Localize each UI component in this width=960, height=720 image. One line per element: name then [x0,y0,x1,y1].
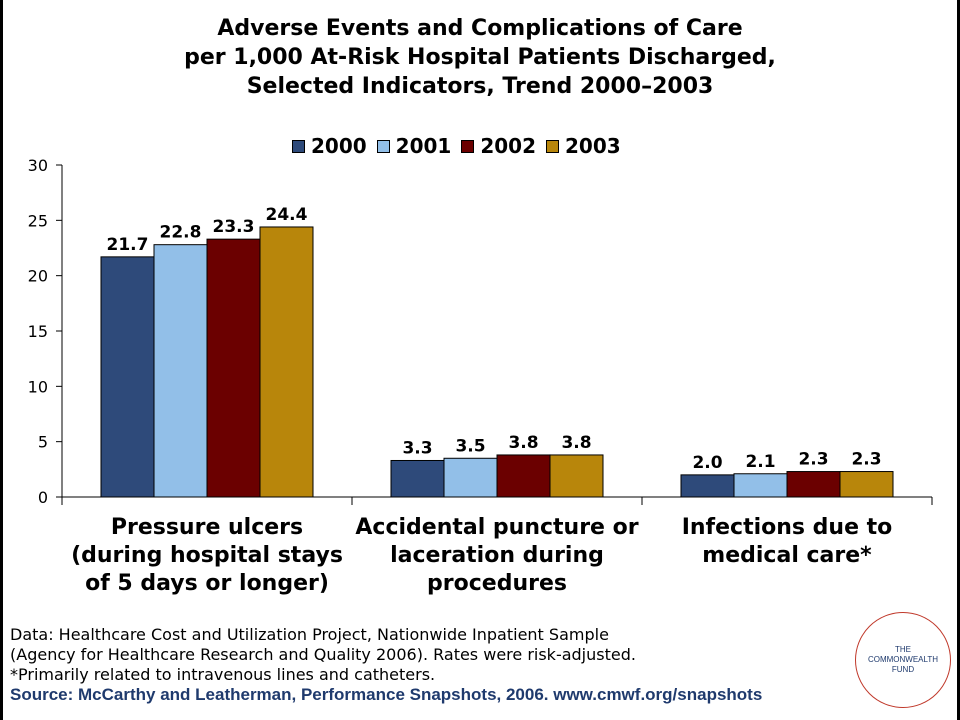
chart-title-line-2: per 1,000 At-Risk Hospital Patients Disc… [184,45,776,70]
bar-2000 [680,474,735,498]
bar-2001 [733,473,788,498]
legend-label: 2003 [565,134,621,158]
data-label-2000: 21.7 [107,235,149,255]
footnotes: Data: Healthcare Cost and Utilization Pr… [10,625,762,705]
legend-swatch [546,139,560,153]
y-tick-label: 15 [28,322,48,341]
legend-swatch [292,139,305,153]
bar-2001 [153,244,208,498]
data-label-2001: 22.8 [160,223,202,243]
bar-2003 [549,454,604,498]
data-label-2003: 24.4 [266,205,308,225]
chart-legend: 2000 2001 2002 2003 [292,134,631,158]
chart-title-line-1: Adverse Events and Complications of Care [217,16,743,41]
x-category-label: Accidental puncture or laceration during… [355,515,639,596]
legend-label: 2000 [311,134,367,158]
legend-label: 2002 [480,134,537,158]
bar-2002 [786,471,841,498]
legend-item-2003: 2003 [546,134,621,158]
legend-item-2001: 2001 [376,134,452,158]
y-tick-label: 0 [38,488,48,507]
logo-line-2: COMMONWEALTH [867,655,939,664]
bar-2000 [100,256,155,498]
logo-line-3: FUND [891,665,915,674]
logo-line-1: THE [894,645,911,654]
y-tick-label: 30 [28,156,48,175]
legend-item-2000: 2000 [292,134,367,158]
bar-2003 [259,226,314,498]
data-label-2002: 2.3 [798,450,828,470]
legend-item-2002: 2002 [461,134,536,158]
source-citation: Source: McCarthy and Leatherman, Perform… [10,685,763,704]
slide-border-left [0,0,3,720]
footnote-asterisk: *Primarily related to intravenous lines … [10,665,436,684]
data-label-2002: 23.3 [213,217,255,237]
chart-title: Adverse Events and Complications of Care… [0,14,960,101]
data-label-2000: 2.0 [692,453,722,473]
bar-2000 [390,459,445,498]
y-tick-label: 5 [38,433,48,452]
data-label-2001: 2.1 [745,452,775,472]
logo-text: THE COMMONWEALTH FUND [868,645,938,675]
x-category-label: Infections due to medical care* [681,515,893,568]
data-label-2003: 2.3 [851,450,881,470]
data-label-2003: 3.8 [561,433,591,453]
footnote-data-line-2: (Agency for Healthcare Research and Qual… [10,645,636,664]
chart-title-line-3: Selected Indicators, Trend 2000–2003 [246,74,714,99]
y-tick-label: 25 [28,211,48,230]
bar-2002 [206,238,261,498]
legend-swatch [461,139,475,153]
data-label-2002: 3.8 [508,433,538,453]
y-tick-label: 20 [28,267,48,286]
data-label-2001: 3.5 [455,436,485,456]
bar-2002 [496,454,551,498]
commonwealth-fund-logo: THE COMMONWEALTH FUND [855,612,951,708]
bar-2001 [443,457,498,498]
slide-border-right [957,0,960,720]
legend-label: 2001 [395,134,452,158]
x-category-label: Pressure ulcers (during hospital stays o… [71,515,343,596]
footnote-data-line-1: Data: Healthcare Cost and Utilization Pr… [10,625,609,644]
data-label-2000: 3.3 [402,438,432,458]
y-tick-label: 10 [28,377,48,396]
bar-2003 [839,471,894,498]
legend-swatch [376,139,390,153]
